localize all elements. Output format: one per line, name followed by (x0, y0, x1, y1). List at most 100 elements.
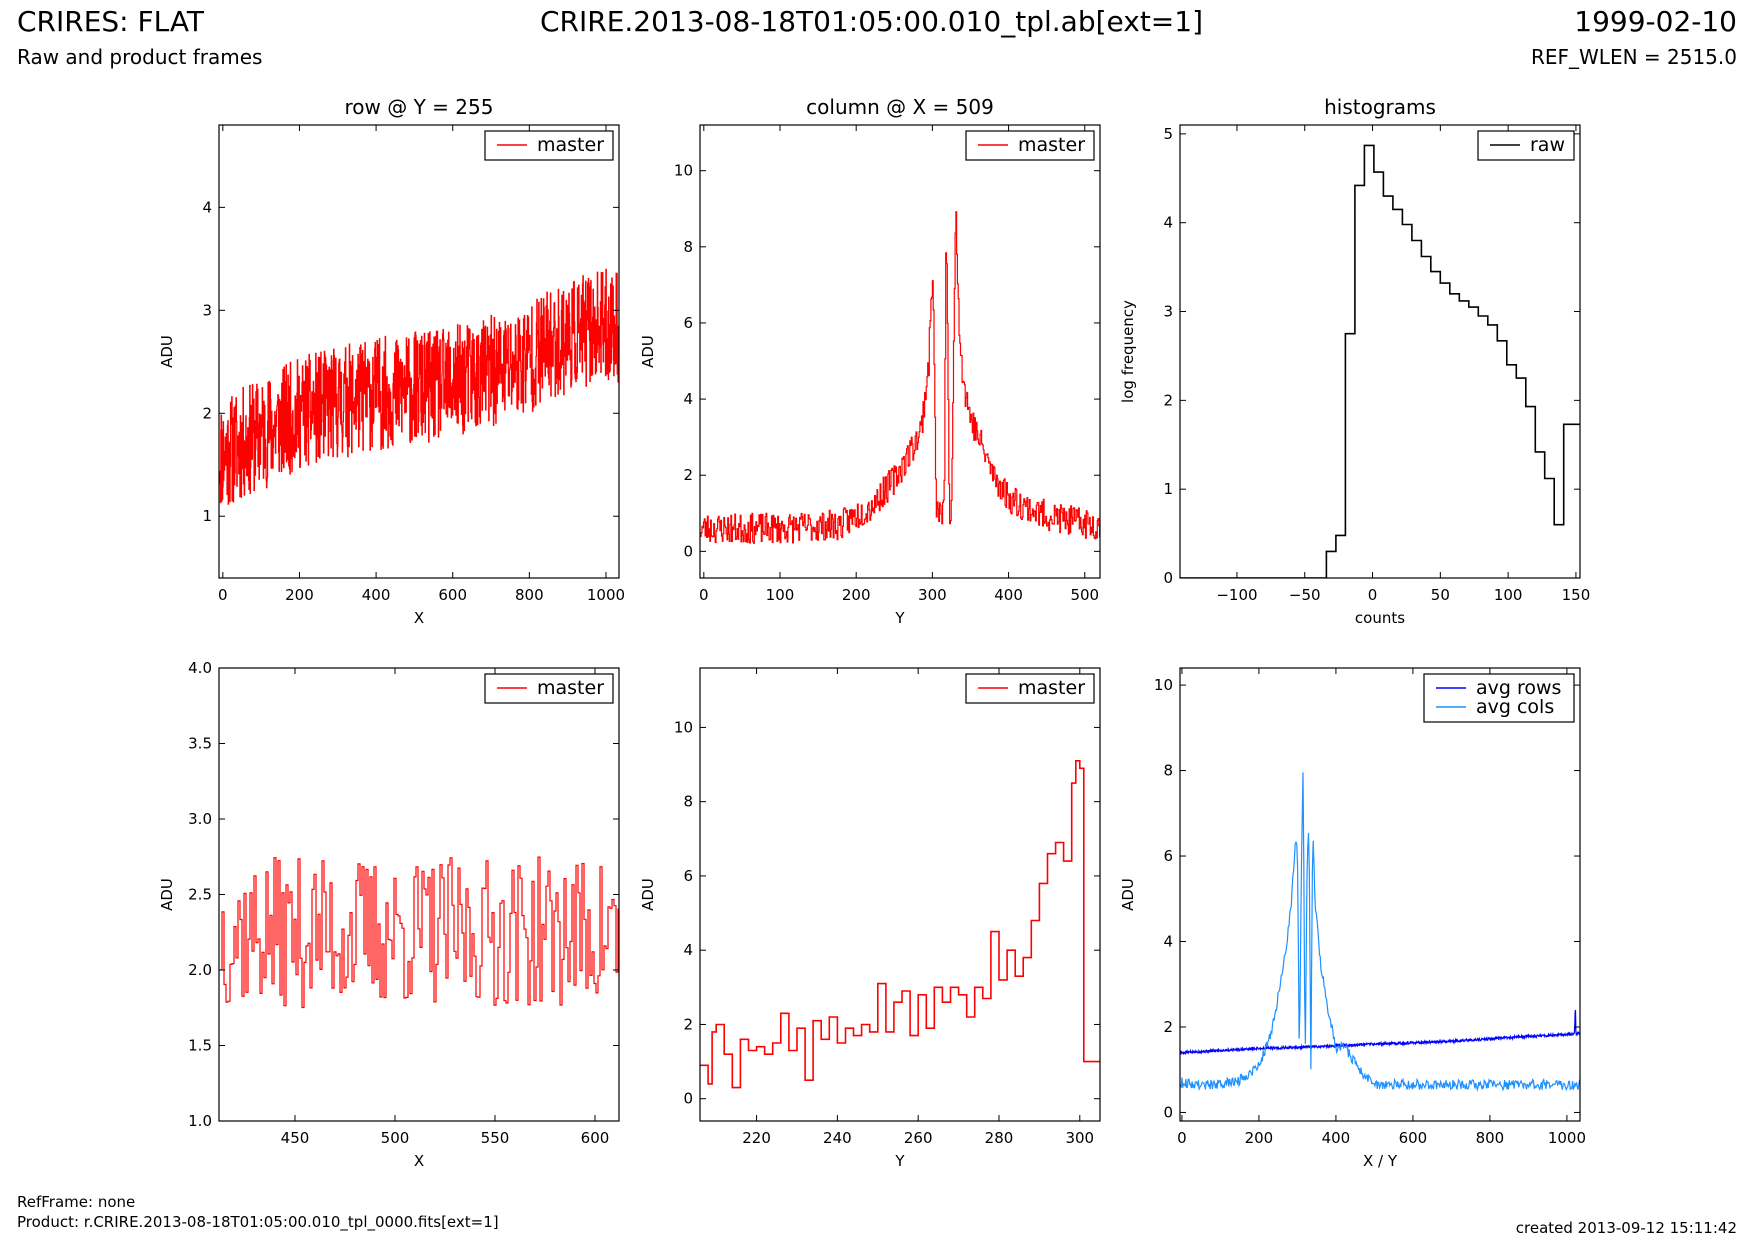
date: 1999-02-10 (1574, 5, 1737, 38)
plot-frame (1179, 667, 1581, 1122)
y-tick-label: 1 (1163, 480, 1173, 498)
series-line-master (219, 268, 619, 505)
x-tick-label: 600 (581, 1129, 610, 1147)
legend-box (1423, 673, 1575, 723)
y-tick-label: 2.0 (188, 961, 212, 979)
x-axis-label: X (414, 609, 424, 627)
y-tick-label: 4 (202, 198, 212, 216)
legend: master (965, 130, 1095, 161)
legend: raw (1477, 130, 1575, 161)
y-tick-label: 10 (1154, 676, 1173, 694)
y-tick-label: 2 (683, 466, 693, 484)
y-tick-label: 4 (1163, 214, 1173, 232)
y-axis-label: ADU (158, 878, 176, 911)
legend: master (965, 673, 1095, 704)
legend-label: master (537, 677, 604, 699)
y-tick-label: 2 (1163, 1018, 1173, 1036)
y-tick-label: 2 (1163, 391, 1173, 409)
figure-title: CRIRES: FLAT (17, 5, 204, 38)
legend-label: master (1018, 134, 1085, 156)
y-tick-label: 2 (683, 1015, 693, 1033)
x-tick-label: 0 (1368, 586, 1378, 604)
y-axis-label: ADU (639, 335, 657, 368)
ref-wlen: REF_WLEN = 2515.0 (1530, 45, 1737, 69)
y-axis-label: ADU (1119, 878, 1137, 911)
legend: master (484, 673, 614, 704)
x-tick-label: 0 (218, 586, 228, 604)
y-tick-label: 6 (683, 867, 693, 885)
legend-box (965, 130, 1095, 161)
x-tick-label: 600 (1399, 1129, 1428, 1147)
y-tick-label: 3.5 (188, 735, 212, 753)
product-label: Product: r.CRIRE.2013-08-18T01:05:00.010… (17, 1213, 499, 1231)
x-tick-label: 280 (985, 1129, 1014, 1147)
y-tick-label: 4 (683, 941, 693, 959)
series-line-raw (1180, 144, 1580, 578)
x-tick-label: 600 (438, 586, 467, 604)
y-tick-label: 4 (1163, 933, 1173, 951)
chart-6: 0 200 400 600 800 1000 0 2 4 6 8 10 X / Y ADU avg rows… (1119, 667, 1586, 1170)
x-tick-label: 400 (994, 586, 1023, 604)
x-axis-label: Y (894, 609, 905, 627)
x-tick-label: 500 (1070, 586, 1099, 604)
x-tick-label: 100 (766, 586, 795, 604)
x-axis-label: Y (894, 1152, 905, 1170)
chart-title: histograms (1324, 95, 1436, 119)
file-name: CRIRE.2013-08-18T01:05:00.010_tpl.ab[ext… (540, 5, 1204, 38)
y-tick-label: 2.5 (188, 886, 212, 904)
plot-frame (699, 667, 1101, 1122)
y-tick-label: 8 (1163, 762, 1173, 780)
y-tick-label: 4 (683, 390, 693, 408)
x-tick-label: 500 (381, 1129, 410, 1147)
x-tick-label: 220 (742, 1129, 771, 1147)
y-tick-label: 1 (202, 507, 212, 525)
y-tick-label: 3 (202, 301, 212, 319)
chart-3: −100 −50 0 50 100 150 0 1 2 3 4 5 histograms counts lo… (1119, 95, 1590, 627)
legend-label: avg cols (1476, 696, 1554, 718)
x-axis-label: counts (1355, 609, 1405, 627)
y-tick-label: 8 (683, 238, 693, 256)
y-tick-label: 1.0 (188, 1112, 212, 1130)
y-axis-label: ADU (639, 878, 657, 911)
plot-frame (218, 667, 620, 1122)
x-tick-label: 300 (1065, 1129, 1094, 1147)
series-line-avg-rows (1180, 1009, 1580, 1056)
x-tick-label: 200 (1245, 1129, 1274, 1147)
chart-5: 220 240 260 280 300 0 2 4 6 8 10 Y ADU master (639, 667, 1101, 1170)
y-tick-label: 8 (683, 793, 693, 811)
y-tick-label: 0 (683, 542, 693, 560)
x-tick-label: 240 (823, 1129, 852, 1147)
series-line-master (700, 760, 1100, 1089)
x-tick-label: 0 (1177, 1129, 1187, 1147)
chart-4: 450 500 550 600 1.0 1.5 2.0 2.5 3.0 3.5 4.0 X ADU mas… (158, 659, 620, 1170)
chart-title: row @ Y = 255 (345, 95, 494, 119)
y-tick-label: 10 (674, 162, 693, 180)
y-tick-label: 1.5 (188, 1037, 212, 1055)
chart-title: column @ X = 509 (806, 95, 994, 119)
y-axis-label: ADU (158, 335, 176, 368)
x-tick-label: 1000 (1548, 1129, 1586, 1147)
plot-frame (218, 124, 620, 579)
legend-label: avg rows (1476, 677, 1561, 699)
x-tick-label: 200 (842, 586, 871, 604)
x-axis-label: X / Y (1363, 1152, 1398, 1170)
x-tick-label: 400 (1322, 1129, 1351, 1147)
y-tick-label: 2 (202, 404, 212, 422)
series-line-master (700, 211, 1100, 544)
x-tick-label: 550 (481, 1129, 510, 1147)
x-tick-label: 50 (1431, 586, 1450, 604)
created-timestamp: created 2013-09-12 15:11:42 (1515, 1219, 1737, 1237)
plot-frame (699, 124, 1101, 579)
y-tick-label: 6 (683, 314, 693, 332)
plot-frame (1179, 124, 1581, 579)
x-tick-label: 400 (362, 586, 391, 604)
x-tick-label: 800 (515, 586, 544, 604)
y-tick-label: 6 (1163, 847, 1173, 865)
y-tick-label: 0 (1163, 1103, 1173, 1121)
x-tick-label: −50 (1289, 586, 1321, 604)
x-axis-label: X (414, 1152, 424, 1170)
x-tick-label: 200 (285, 586, 314, 604)
y-tick-label: 4.0 (188, 659, 212, 677)
